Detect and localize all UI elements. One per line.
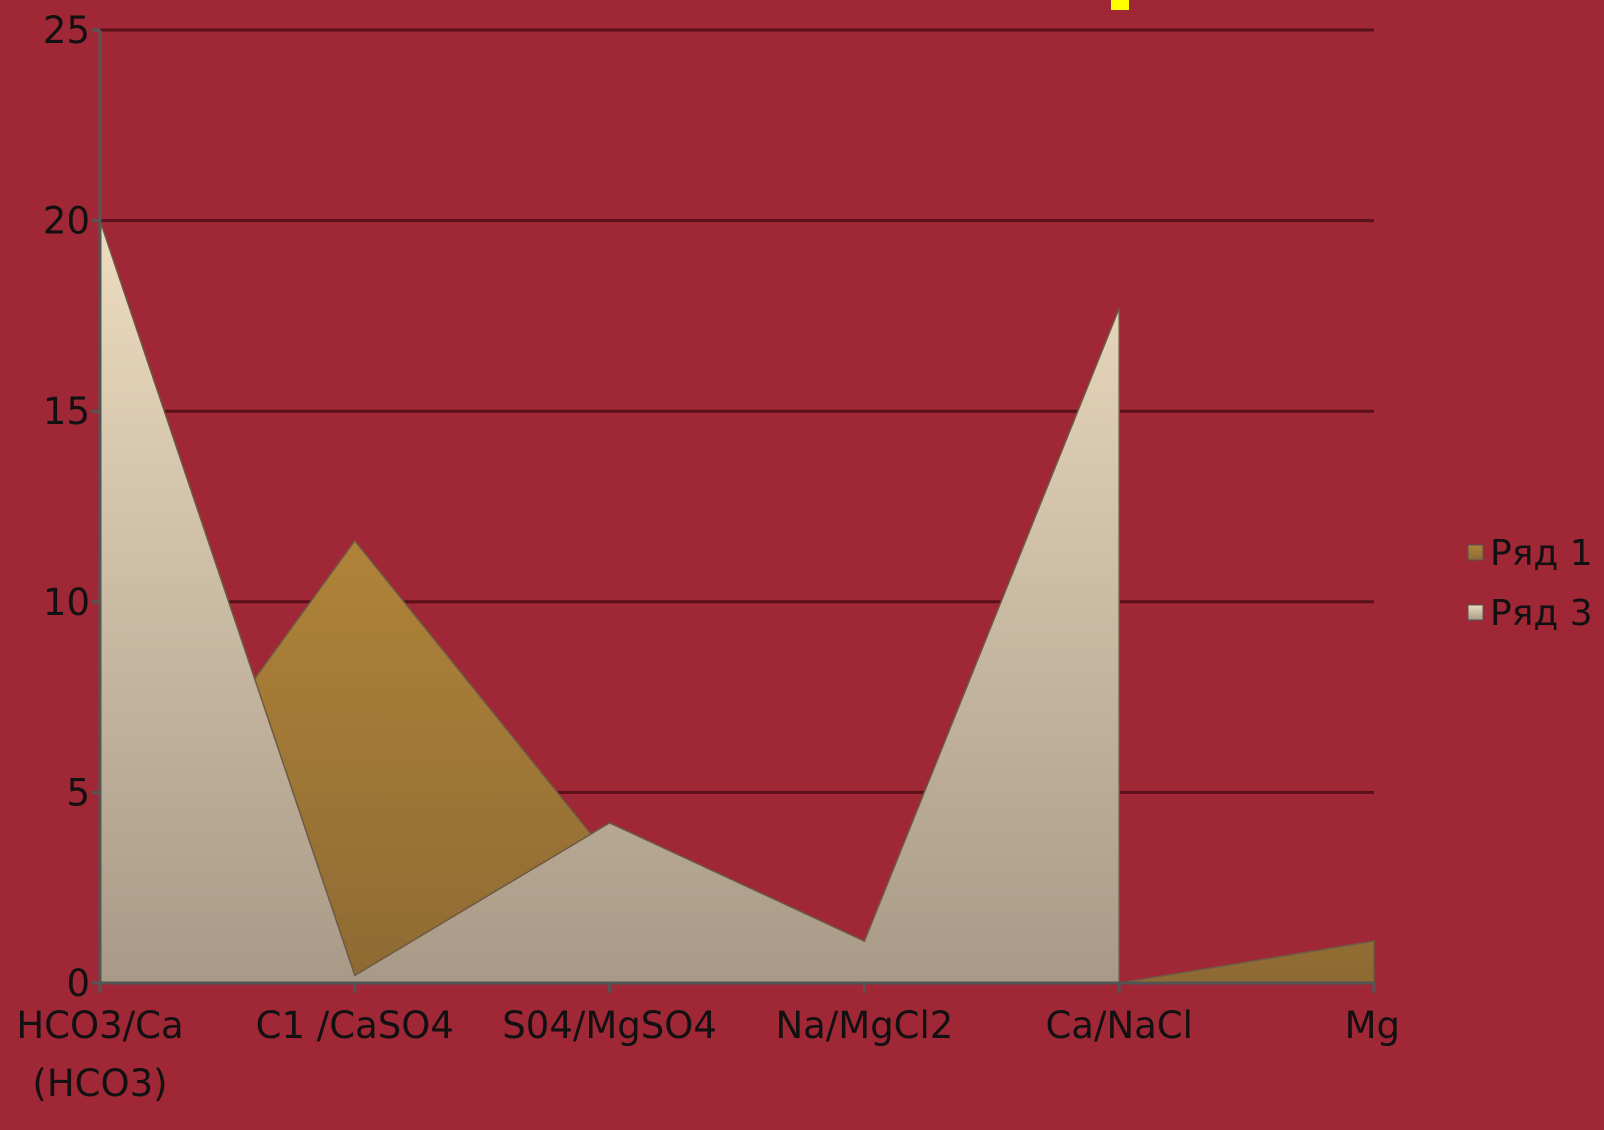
x-tick-label: S04/MgSO4 (502, 1004, 717, 1047)
legend-swatch-series-2 (1467, 604, 1484, 621)
legend-label-series-1: Ряд 1 (1490, 533, 1593, 574)
area-series-2 (99, 220, 1120, 984)
x-tick-label: Na/MgCl2 (775, 1004, 953, 1047)
x-tick-label: Mg (1345, 1004, 1400, 1047)
y-tick-labels: 0 5 10 15 20 25 (43, 9, 90, 1005)
y-tick-label: 20 (43, 200, 90, 243)
x-tick-label: HCO3/Ca (16, 1004, 183, 1047)
axes (92, 28, 1376, 993)
y-tick-label: 10 (43, 581, 90, 624)
x-tick-label: Ca/NaCl (1045, 1004, 1192, 1047)
y-tick-label: 5 (66, 771, 90, 814)
y-tick-label: 25 (43, 9, 90, 52)
x-tick-label: (HCO3) (32, 1062, 167, 1105)
partial-title-glyph (1111, 0, 1129, 10)
x-tick-labels: HCO3/Ca (HCO3) C1 /CaSO4 S04/MgSO4 Na/MgCl2 C… (16, 1004, 1400, 1105)
legend-label-series-2: Ряд 3 (1490, 593, 1593, 634)
legend: Ряд 1 Ряд 3 (1467, 533, 1593, 634)
plot-areas (99, 220, 1375, 984)
y-tick-label: 0 (66, 962, 90, 1005)
y-tick-label: 15 (43, 390, 90, 433)
x-tick-label: C1 /CaSO4 (256, 1004, 454, 1047)
legend-swatch-series-1 (1467, 544, 1484, 561)
